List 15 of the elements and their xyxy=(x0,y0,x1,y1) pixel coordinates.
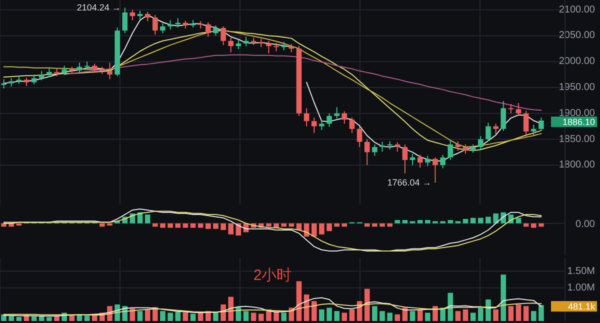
text: 1886.10 xyxy=(562,116,595,127)
annotation: 2小时 xyxy=(253,267,292,284)
y-tick-label: 1900.00 xyxy=(558,108,596,119)
ref-line-label: 0.00 xyxy=(576,218,596,230)
y-tick-label: 2050.00 xyxy=(558,30,596,42)
text: 481.1k xyxy=(568,301,596,312)
y-tick-label: 1.00M xyxy=(567,282,595,294)
annotation: 1766.04 → xyxy=(387,178,432,188)
y-tick-label: 1950.00 xyxy=(558,82,596,93)
y-tick-label: 2100.00 xyxy=(558,4,596,16)
y-tick-label: 1850.00 xyxy=(558,134,596,145)
y-tick-label: 2000.00 xyxy=(558,56,596,68)
annotation: 2104.24 → xyxy=(76,2,121,13)
y-tick-label: 1800.00 xyxy=(558,160,596,171)
y-tick-label: 1.50M xyxy=(567,266,595,277)
